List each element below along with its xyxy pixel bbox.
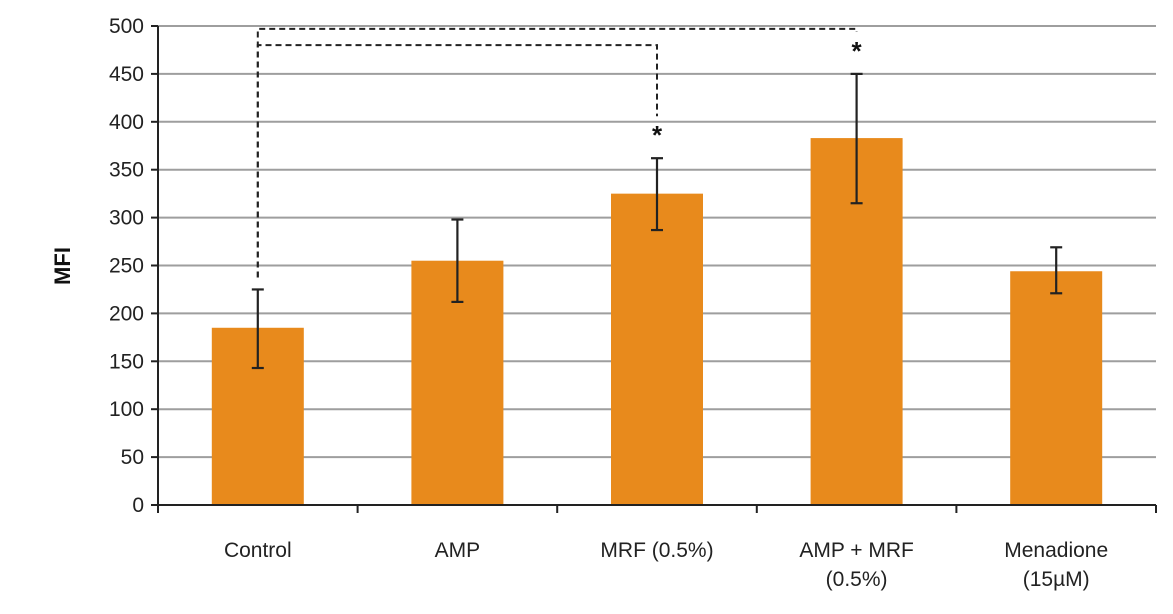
significance-asterisk: * bbox=[652, 120, 663, 150]
x-category-label: AMP + MRF bbox=[799, 539, 914, 562]
significance-asterisk: * bbox=[852, 36, 863, 66]
y-tick-label: 350 bbox=[109, 159, 144, 182]
axes bbox=[151, 25, 1157, 513]
bar bbox=[1010, 271, 1103, 505]
x-category-labels: Control AMP MRF (0.5%) AMP + MRF (0.5%) Menad… bbox=[224, 539, 1108, 591]
significance-bracket bbox=[256, 44, 658, 278]
y-tick-label: 300 bbox=[109, 207, 144, 230]
x-category-label: (0.5%) bbox=[826, 568, 888, 591]
y-tick-label: 500 bbox=[109, 15, 144, 38]
y-tick-label: 150 bbox=[109, 350, 144, 373]
error-bars bbox=[251, 72, 1063, 370]
y-tick-label: 450 bbox=[109, 63, 144, 86]
x-category-label: (15µM) bbox=[1023, 568, 1090, 591]
y-tick-label: 0 bbox=[132, 494, 144, 517]
y-tick-label: 400 bbox=[109, 111, 144, 134]
y-tick-label: 250 bbox=[109, 255, 144, 278]
significance-bracket bbox=[256, 27, 858, 278]
x-category-label: AMP bbox=[435, 539, 481, 562]
x-category-label: Control bbox=[224, 539, 292, 562]
y-tick-label: 200 bbox=[109, 302, 144, 325]
y-axis-title: MFI bbox=[50, 247, 75, 285]
significance-brackets: ** bbox=[256, 27, 863, 278]
x-category-label: MRF (0.5%) bbox=[600, 539, 713, 562]
x-category-label: Menadione bbox=[1004, 539, 1108, 562]
y-tick-label: 50 bbox=[121, 446, 144, 469]
y-tick-labels: 0 50 100 150 200 250 300 350 400 450 500 bbox=[109, 15, 144, 517]
y-tick-label: 100 bbox=[109, 398, 144, 421]
bar bbox=[611, 193, 703, 505]
